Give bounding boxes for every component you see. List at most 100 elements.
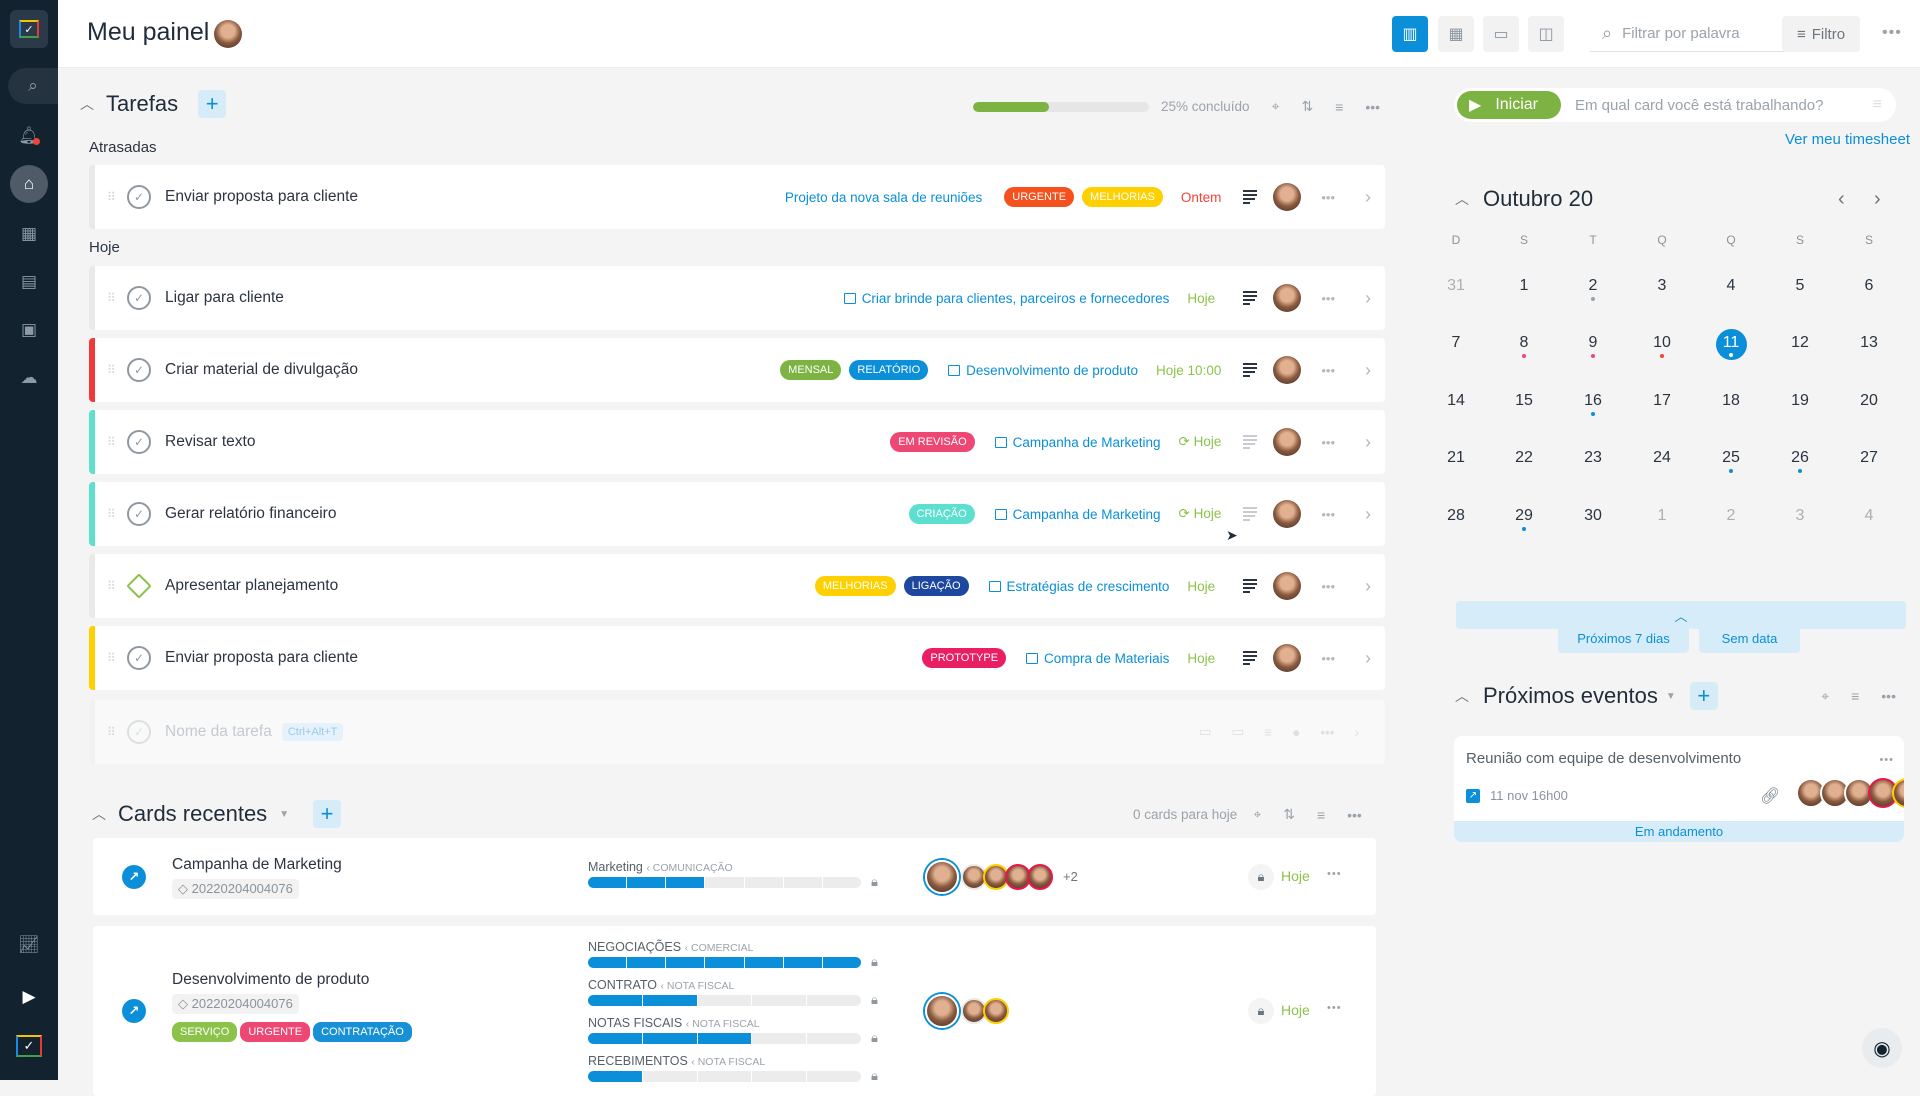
calendar-day[interactable]: 25 <box>1711 449 1751 473</box>
logo-icon[interactable]: ✓ <box>10 10 48 48</box>
member-avatar[interactable] <box>961 863 987 890</box>
task-title[interactable]: Criar material de divulgação <box>165 361 358 378</box>
add-task-button[interactable]: + <box>198 90 227 118</box>
drag-handle-icon[interactable]: ⠿ <box>107 507 116 521</box>
description-icon[interactable]: ≡ <box>1264 724 1273 740</box>
calendar-day[interactable]: 24 <box>1642 449 1682 467</box>
calendar-day[interactable]: 2 <box>1573 277 1613 301</box>
calendar-day[interactable]: 8 <box>1504 334 1544 358</box>
pipeline[interactable]: RECEBIMENTOS ‹ NOTA FISCAL 🔒︎ <box>588 1054 878 1083</box>
assignee-avatar[interactable] <box>1273 284 1302 312</box>
due-date[interactable]: Hoje 10:00 <box>1156 363 1221 378</box>
lock-icon[interactable]: 🔒︎ <box>1248 863 1274 890</box>
chevron-right-icon[interactable]: › <box>1354 724 1360 740</box>
member-avatar[interactable] <box>983 998 1009 1024</box>
calendar-day[interactable]: 12 <box>1780 334 1820 352</box>
open-card-icon[interactable]: ↗ <box>122 864 146 889</box>
play-icon[interactable]: ▶ <box>22 987 36 1006</box>
add-event-button[interactable]: + <box>1689 682 1718 710</box>
tag-badge[interactable]: RELATÓRIO <box>849 360 929 380</box>
member-avatar[interactable] <box>925 994 959 1028</box>
task-row[interactable]: ⠿ Apresentar planejamento MELHORIAS LIGAÇ… <box>89 554 1385 618</box>
pipeline[interactable]: CONTRATO ‹ NOTA FISCAL 🔒︎ <box>588 978 878 1007</box>
project-link[interactable]: Desenvolvimento de produto <box>948 363 1138 378</box>
calendar-day[interactable]: 31 <box>1436 277 1476 295</box>
chevron-right-icon[interactable]: › <box>1365 647 1371 668</box>
complete-check-icon[interactable]: ✓ <box>127 358 151 382</box>
calendar-day[interactable]: 1 <box>1504 277 1544 295</box>
chevron-right-icon[interactable]: › <box>1365 186 1371 207</box>
assignee-avatar[interactable] <box>1273 183 1302 211</box>
chevron-right-icon[interactable]: › <box>1365 431 1371 452</box>
calendar-day[interactable]: 5 <box>1780 277 1820 295</box>
due-date[interactable]: Hoje <box>1187 651 1221 666</box>
chatbot-icon[interactable]: ◉ <box>1862 1028 1902 1068</box>
tag-badge[interactable]: MENSAL <box>780 360 842 380</box>
list-icon[interactable]: ≡ <box>1872 96 1882 113</box>
card-members[interactable]: +2 <box>925 859 1078 894</box>
member-avatar[interactable] <box>1027 863 1053 890</box>
calendar-day[interactable]: 18 <box>1711 392 1751 410</box>
focus-icon[interactable]: ⌖ <box>1253 806 1262 822</box>
calendar-day[interactable]: 19 <box>1780 392 1820 410</box>
member-avatar[interactable] <box>1005 863 1031 890</box>
card-due-date[interactable]: Hoje <box>1281 1002 1310 1018</box>
calendar-day[interactable]: 3 <box>1642 277 1682 295</box>
timesheet-link[interactable]: Ver meu timesheet <box>1784 131 1910 148</box>
calendar-day[interactable]: 14 <box>1436 392 1476 410</box>
timer-card-input[interactable]: Em qual card você está trabalhando? <box>1575 96 1824 114</box>
complete-check-icon[interactable]: ✓ <box>127 185 151 209</box>
calendar-day[interactable]: 21 <box>1436 449 1476 467</box>
dropdown-caret-icon[interactable]: ▼ <box>279 808 290 820</box>
filter-icon[interactable]: ≡ <box>1335 98 1344 115</box>
project-link[interactable]: Estratégias de crescimento <box>988 579 1169 594</box>
sort-icon[interactable]: ⇅ <box>1283 806 1295 822</box>
calendar-day[interactable]: 3 <box>1780 507 1820 525</box>
more-icon[interactable]: ••• <box>1320 724 1335 740</box>
tag-badge[interactable]: URGENTE <box>1004 187 1075 207</box>
task-row[interactable]: ⠿ ✓ Enviar proposta para cliente PROTOTYP… <box>89 626 1385 690</box>
calendar-day[interactable]: 4 <box>1711 277 1751 295</box>
tag-badge[interactable]: EM REVISÃO <box>890 432 975 452</box>
more-options-button[interactable]: ••• <box>1882 24 1902 41</box>
calendar-day-today[interactable]: 11 <box>1711 329 1751 360</box>
due-date[interactable]: ⟳ Hoje <box>1179 506 1222 522</box>
collapse-chevron-icon[interactable]: ︿ <box>92 806 106 822</box>
project-link[interactable]: Compra de Materiais <box>1026 651 1169 666</box>
card-title[interactable]: Desenvolvimento de produto <box>172 971 370 988</box>
card-title[interactable]: Campanha de Marketing <box>172 856 342 873</box>
calendar-day[interactable]: 29 <box>1504 507 1544 531</box>
tag-badge[interactable]: CONTRATAÇÃO <box>313 1022 412 1042</box>
calendar-day[interactable]: 22 <box>1504 449 1544 467</box>
project-link[interactable]: Criar brinde para clientes, parceiros e … <box>843 291 1169 306</box>
calendar-day[interactable]: 28 <box>1436 507 1476 525</box>
home-icon[interactable]: ⌂ <box>10 165 48 203</box>
calendar-day[interactable]: 1 <box>1642 507 1682 525</box>
focus-icon[interactable]: ⌖ <box>1271 98 1280 114</box>
lock-icon[interactable]: 🔒︎ <box>1248 998 1274 1024</box>
description-icon[interactable] <box>1243 363 1258 377</box>
next-month-button[interactable]: › <box>1874 188 1881 210</box>
more-icon[interactable]: ••• <box>1321 650 1335 666</box>
chevron-right-icon[interactable]: › <box>1365 359 1371 380</box>
card-item[interactable]: ↗ Campanha de Marketing ◇ 20220204004076… <box>93 838 1376 915</box>
calendar-icon[interactable]: ▭ <box>1231 724 1245 739</box>
drag-handle-icon[interactable]: ⠿ <box>107 291 116 305</box>
project-icon[interactable]: ▭ <box>1198 724 1212 739</box>
assignee-avatar[interactable] <box>1273 644 1302 672</box>
link-icon[interactable]: 🔗︎ <box>1760 788 1781 805</box>
assignee-avatar[interactable] <box>1273 356 1302 384</box>
description-icon[interactable] <box>1243 651 1258 665</box>
kanban-icon[interactable]: ▤ <box>20 272 38 291</box>
task-row[interactable]: ⠿ ✓ Ligar para cliente Criar brinde para … <box>89 266 1385 330</box>
task-title[interactable]: Apresentar planejamento <box>165 577 339 594</box>
tag-badge[interactable]: SERVIÇO <box>172 1022 238 1042</box>
project-link[interactable]: Projeto da nova sala de reuniões <box>785 190 982 205</box>
calendar-day[interactable]: 16 <box>1573 392 1613 416</box>
calendar-day[interactable]: 10 <box>1642 334 1682 358</box>
complete-check-icon[interactable]: ✓ <box>127 502 151 526</box>
project-link[interactable]: Campanha de Marketing <box>994 507 1161 522</box>
task-row[interactable]: ⠿ ✓ Revisar texto EM REVISÃO Campanha de M… <box>89 410 1385 474</box>
filter-icon[interactable]: ≡ <box>1316 806 1326 823</box>
calendar-day[interactable]: 30 <box>1573 507 1613 525</box>
